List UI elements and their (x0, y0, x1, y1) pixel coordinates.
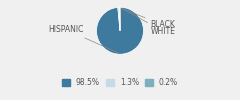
Text: BLACK: BLACK (121, 8, 175, 29)
Text: WHITE: WHITE (122, 9, 175, 36)
Wedge shape (118, 7, 120, 31)
Text: HISPANIC: HISPANIC (48, 25, 119, 53)
Legend: 98.5%, 1.3%, 0.2%: 98.5%, 1.3%, 0.2% (61, 76, 179, 88)
Wedge shape (96, 7, 144, 54)
